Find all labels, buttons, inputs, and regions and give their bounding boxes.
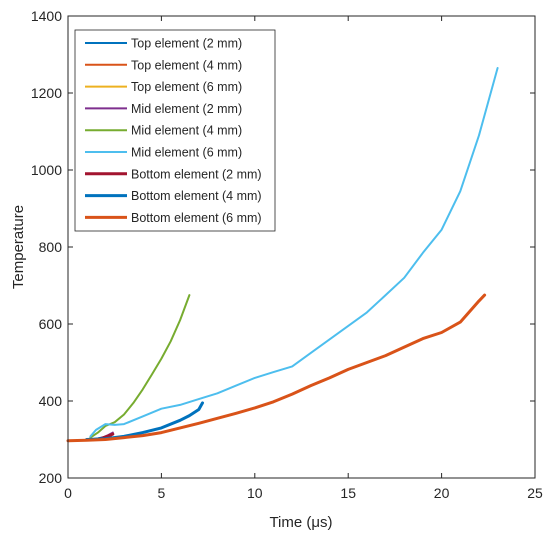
- legend-label-0: Top element (2 mm): [131, 37, 242, 51]
- legend-label-6: Bottom element (2 mm): [131, 167, 262, 181]
- x-axis-label: Time (μs): [269, 514, 332, 531]
- x-tick-label: 20: [434, 485, 450, 501]
- legend-label-1: Top element (4 mm): [131, 58, 242, 72]
- x-tick-label: 25: [527, 485, 543, 501]
- y-tick-label: 600: [39, 316, 63, 332]
- legend-label-4: Mid element (4 mm): [131, 124, 242, 138]
- x-tick-label: 5: [158, 485, 166, 501]
- y-axis: 200 400 600 800 1000 1200 1400: [31, 8, 535, 486]
- legend-label-2: Top element (6 mm): [131, 80, 242, 94]
- y-tick-label: 1000: [31, 162, 62, 178]
- y-tick-label: 400: [39, 393, 63, 409]
- x-axis: 0 5 10 15 20 25: [64, 16, 543, 501]
- legend-label-8: Bottom element (6 mm): [131, 211, 262, 225]
- y-tick-label: 1200: [31, 85, 62, 101]
- y-tick-label: 800: [39, 239, 63, 255]
- series-layer: [66, 67, 499, 443]
- x-tick-label: 10: [247, 485, 263, 501]
- legend-label-7: Bottom element (4 mm): [131, 189, 262, 203]
- x-tick-label: 15: [340, 485, 356, 501]
- x-tick-label: 0: [64, 485, 72, 501]
- legend-label-5: Mid element (6 mm): [131, 146, 242, 160]
- legend-label-3: Mid element (2 mm): [131, 102, 242, 116]
- series-line-5: [89, 67, 499, 438]
- series-line-8: [66, 293, 487, 443]
- y-tick-label: 200: [39, 470, 63, 486]
- y-tick-label: 1400: [31, 8, 62, 24]
- y-axis-label: Temperature: [10, 205, 27, 289]
- legend: Top element (2 mm) Top element (4 mm) Top …: [74, 29, 276, 232]
- series-line-4: [89, 294, 191, 439]
